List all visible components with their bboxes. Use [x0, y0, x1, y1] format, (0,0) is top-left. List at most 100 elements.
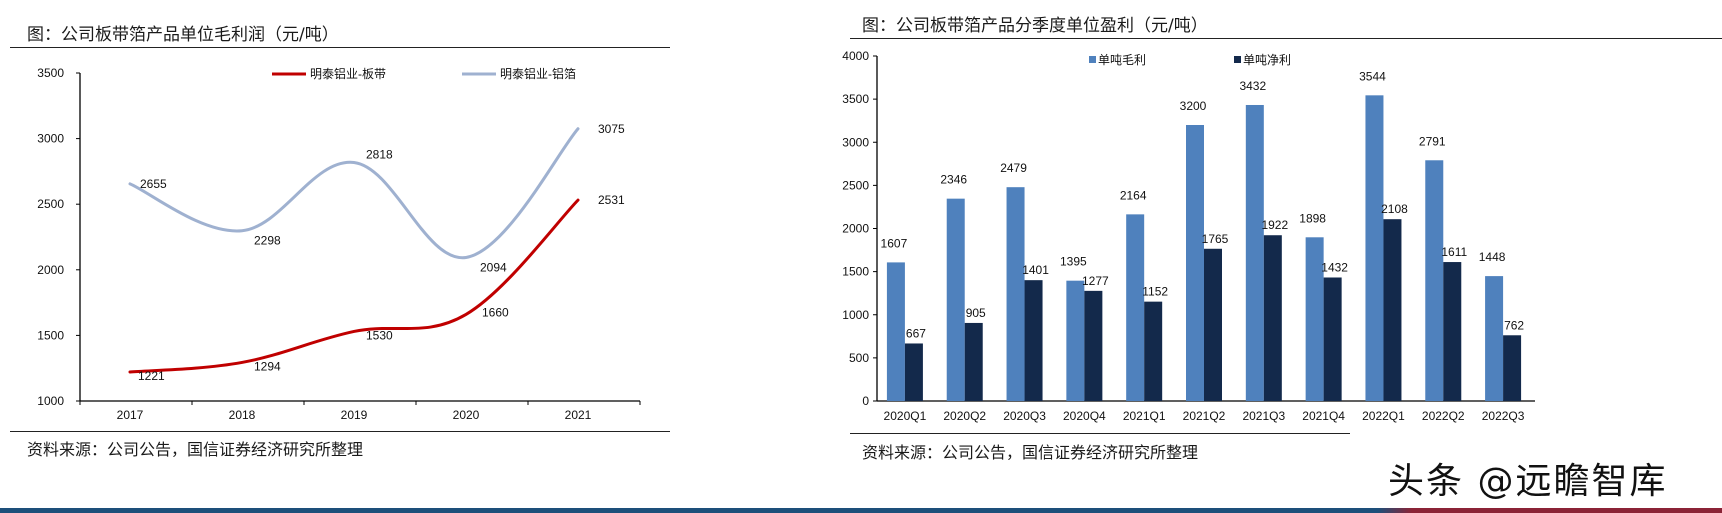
bar-gross-profit — [1006, 187, 1025, 401]
bottom-color-band — [0, 508, 1722, 513]
bar-gross-profit — [886, 262, 905, 401]
y-tick-label: 1000 — [842, 308, 869, 322]
data-label: 2479 — [1000, 161, 1027, 175]
bar-net-profit — [904, 343, 923, 401]
data-label: 2346 — [940, 173, 967, 187]
data-label: 1898 — [1299, 211, 1326, 225]
data-label: 1448 — [1479, 250, 1506, 264]
data-label: 1277 — [1082, 274, 1109, 288]
x-tick-label: 2017 — [117, 408, 144, 422]
data-label: 2791 — [1419, 134, 1446, 148]
x-tick-label: 2022Q2 — [1422, 409, 1465, 423]
bar-net-profit — [1323, 277, 1342, 401]
data-label: 2655 — [140, 177, 167, 191]
bar-chart: 0 500 1000 1500 2000 2500 3000 3500 4000 1607 667 2… — [842, 49, 1535, 423]
watermark-text: 头条 @远瞻智库 — [1388, 461, 1668, 502]
y-tick-label: 3000 — [37, 132, 64, 146]
line-series-strip — [128, 198, 580, 374]
x-tick-label: 2020 — [453, 408, 480, 422]
x-tick-label: 2022Q1 — [1362, 409, 1405, 423]
legend-label: 单吨毛利 — [1098, 53, 1146, 67]
x-tick-label: 2022Q3 — [1482, 409, 1525, 423]
y-tick-label: 1500 — [842, 265, 869, 279]
left-chart-title: 图：公司板带箔产品单位毛利润（元/吨） — [27, 25, 339, 45]
x-tick-label: 2020Q4 — [1063, 409, 1106, 423]
data-label: 1530 — [366, 328, 393, 342]
data-label: 1765 — [1202, 232, 1229, 246]
data-label: 3075 — [598, 122, 625, 136]
y-tick-label: 3500 — [37, 66, 64, 80]
x-tick-label: 2018 — [229, 408, 256, 422]
y-tick-label: 2000 — [842, 222, 869, 236]
y-tick-label: 3500 — [842, 92, 869, 106]
bar-gross-profit — [1245, 104, 1264, 402]
legend-swatch — [1234, 56, 1241, 63]
right-title-rule — [850, 38, 1722, 39]
bar-gross-profit — [1485, 276, 1504, 401]
y-tick-label: 1000 — [37, 394, 64, 408]
bar-net-profit — [1503, 335, 1522, 401]
x-tick-label: 2021Q1 — [1123, 409, 1166, 423]
data-label: 2298 — [254, 234, 281, 248]
y-tick-label: 3000 — [842, 135, 869, 149]
legend-label: 明泰铝业-板带 — [310, 66, 386, 81]
right-chart-title: 图：公司板带箔产品分季度单位盈利（元/吨） — [862, 16, 1208, 36]
data-label: 1401 — [1022, 263, 1049, 277]
line-series-foil — [128, 127, 580, 259]
left-title-rule — [10, 47, 670, 48]
x-tick-label: 2021Q2 — [1183, 409, 1226, 423]
bar-net-profit — [1024, 280, 1043, 401]
data-label: 1395 — [1060, 255, 1087, 269]
right-source-note: 资料来源：公司公告，国信证券经济研究所整理 — [862, 443, 1199, 462]
x-tick-label: 2021Q3 — [1242, 409, 1285, 423]
y-tick-label: 4000 — [842, 49, 869, 63]
data-label: 3544 — [1359, 69, 1386, 83]
data-label: 1660 — [482, 305, 509, 319]
y-tick-label: 500 — [849, 351, 869, 365]
y-tick-label: 2500 — [37, 197, 64, 211]
data-label: 3432 — [1239, 79, 1266, 93]
bar-net-profit — [1263, 235, 1282, 401]
right-source-rule — [850, 433, 1350, 434]
bar-net-profit — [1144, 301, 1163, 401]
y-tick-label: 2500 — [842, 178, 869, 192]
data-label: 1294 — [254, 359, 281, 373]
legend-swatch — [1089, 56, 1096, 63]
bar-net-profit — [1383, 219, 1402, 401]
data-label: 1922 — [1261, 218, 1288, 232]
data-label: 1432 — [1321, 260, 1348, 274]
y-tick-label: 2000 — [37, 263, 64, 277]
left-source-note: 资料来源：公司公告，国信证券经济研究所整理 — [27, 440, 364, 459]
bar-gross-profit — [1425, 160, 1444, 401]
x-tick-label: 2020Q3 — [1003, 409, 1046, 423]
bar-net-profit — [1084, 290, 1103, 401]
line-chart: 1000 1500 2000 2500 3000 3500 2017 2018 2019 2020… — [37, 66, 641, 422]
bar-gross-profit — [1066, 280, 1085, 401]
data-label: 1611 — [1441, 245, 1467, 259]
data-label: 905 — [966, 306, 986, 320]
bar-gross-profit — [1186, 125, 1204, 401]
bar-net-profit — [1204, 248, 1222, 401]
legend-label: 单吨净利 — [1243, 53, 1291, 67]
bar-gross-profit — [946, 198, 965, 401]
data-label: 2094 — [480, 260, 507, 274]
bar-gross-profit — [1305, 237, 1324, 401]
data-label: 2531 — [598, 193, 625, 207]
y-tick-label: 1500 — [37, 328, 64, 342]
y-tick-label: 0 — [862, 394, 869, 408]
x-tick-label: 2020Q1 — [884, 409, 927, 423]
data-label: 3200 — [1180, 99, 1207, 113]
bar-net-profit — [1443, 262, 1462, 401]
data-label: 2108 — [1381, 202, 1408, 216]
bar-net-profit — [964, 322, 983, 401]
data-label: 1607 — [881, 236, 908, 250]
data-label: 1152 — [1142, 285, 1168, 299]
bar-gross-profit — [1126, 214, 1145, 401]
data-label: 667 — [906, 326, 926, 340]
data-label: 762 — [1504, 318, 1524, 332]
x-tick-label: 2021 — [565, 408, 592, 422]
left-source-rule — [10, 431, 670, 432]
data-label: 2164 — [1120, 188, 1147, 202]
x-tick-label: 2021Q4 — [1302, 409, 1345, 423]
data-label: 2818 — [366, 147, 393, 161]
